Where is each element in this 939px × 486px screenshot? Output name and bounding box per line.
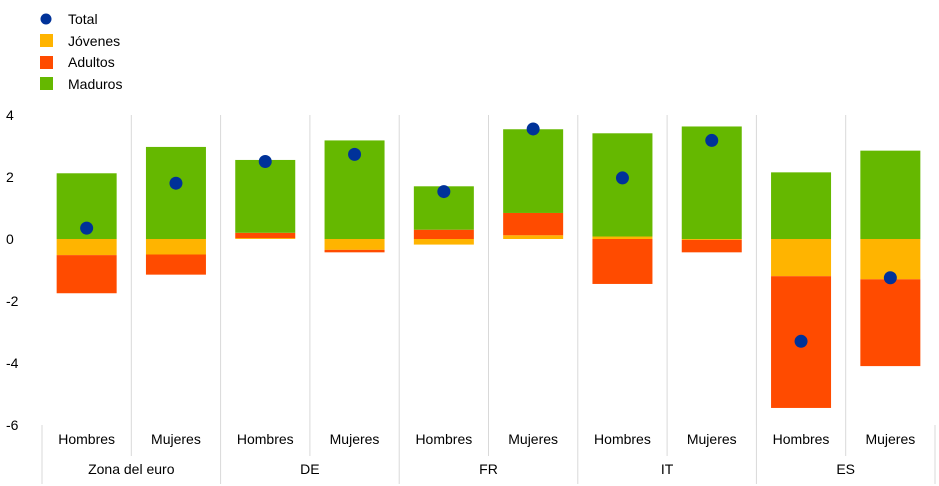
bar-segment — [503, 235, 564, 239]
bar-segment — [324, 239, 385, 250]
x-group-label: DE — [300, 461, 319, 477]
bars — [56, 126, 921, 408]
bar-segment — [56, 239, 117, 256]
bar-segment — [145, 146, 206, 239]
y-tick-label: -2 — [6, 293, 19, 309]
x-tick-label: Hombres — [58, 431, 115, 447]
bar-segment — [145, 239, 206, 255]
y-tick-label: -4 — [6, 355, 19, 371]
bar-segment — [56, 255, 117, 294]
x-tick-label: Hombres — [415, 431, 472, 447]
total-marker — [258, 155, 272, 168]
total-marker — [615, 171, 629, 185]
bar-segment — [413, 239, 474, 245]
bar-segment — [860, 279, 921, 367]
x-tick-label: Mujeres — [508, 431, 558, 447]
bar-segment — [413, 229, 474, 239]
legend-jovenes-label: Jóvenes — [68, 33, 120, 49]
bar-segment — [145, 254, 206, 275]
y-tick-label: 0 — [6, 231, 14, 247]
bar-segment — [235, 232, 296, 239]
bar-segment — [592, 239, 653, 284]
x-tick-label: Mujeres — [865, 431, 915, 447]
bar-segment — [771, 239, 832, 277]
total-marker — [80, 221, 94, 235]
x-group-label: Zona del euro — [88, 461, 175, 477]
bar-segment — [681, 239, 742, 253]
bar-segment — [592, 133, 653, 237]
x-group-label: IT — [661, 461, 674, 477]
x-group-label: ES — [836, 461, 855, 477]
x-tick-label: Mujeres — [151, 431, 201, 447]
y-axis-ticks: 4 2 0 -2 -4 -6 — [6, 107, 19, 433]
x-tick-label: Hombres — [773, 431, 830, 447]
bar-segment — [235, 159, 296, 233]
legend-adultos-swatch — [40, 56, 53, 69]
bar-segment — [860, 150, 921, 239]
legend: Total Jóvenes Adultos Maduros — [40, 11, 122, 92]
legend-total-label: Total — [68, 11, 98, 27]
legend-maduros-label: Maduros — [68, 76, 122, 92]
bar-segment — [235, 238, 296, 239]
gridlines — [130, 115, 847, 425]
bar-segment — [592, 236, 653, 239]
bar-segment — [503, 129, 564, 213]
bar-segment — [324, 249, 385, 253]
x-tick-label: Hombres — [594, 431, 651, 447]
total-marker — [169, 176, 183, 190]
total-markers — [80, 122, 897, 348]
x-axis: Hombres Mujeres Hombres Mujeres Hombres Mujer… — [41, 425, 936, 484]
total-marker — [794, 334, 808, 348]
total-marker — [526, 122, 540, 136]
total-marker — [705, 133, 719, 147]
total-marker — [348, 147, 362, 161]
bar-segment — [503, 212, 564, 236]
y-tick-label: 4 — [6, 107, 14, 123]
x-tick-label: Hombres — [237, 431, 294, 447]
total-marker — [883, 271, 897, 285]
legend-adultos-label: Adultos — [68, 54, 115, 70]
legend-maduros-swatch — [40, 77, 53, 90]
x-tick-label: Mujeres — [687, 431, 737, 447]
bar-segment — [771, 172, 832, 239]
x-group-label: FR — [479, 461, 498, 477]
legend-total-marker — [40, 13, 52, 25]
bar-segment — [681, 239, 742, 240]
x-tick-label: Mujeres — [330, 431, 380, 447]
legend-jovenes-swatch — [40, 34, 53, 47]
y-tick-label: 2 — [6, 169, 14, 185]
total-marker — [437, 185, 451, 199]
y-tick-label: -6 — [6, 417, 19, 433]
